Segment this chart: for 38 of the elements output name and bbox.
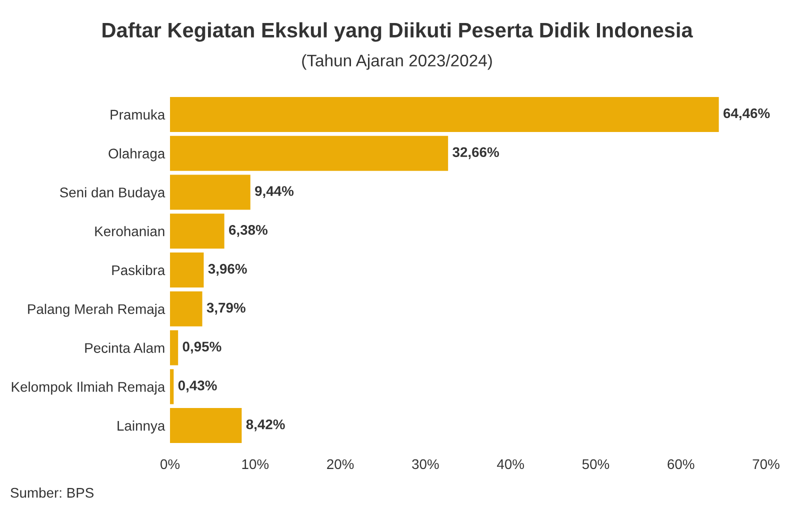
y-tick-label: Lainnya (118, 420, 166, 434)
x-tick-label: 60% (668, 459, 694, 470)
data-label: 3,96% (208, 264, 247, 276)
data-label: 9,44% (255, 186, 294, 198)
bar (170, 252, 204, 288)
bar (170, 330, 178, 366)
data-label: 3,79% (206, 302, 246, 315)
data-label: 8,42% (246, 419, 285, 432)
x-tick-label: 50% (582, 459, 610, 470)
x-tick-label: 30% (412, 459, 439, 470)
x-tick-label: 0% (160, 459, 180, 470)
x-tick-label: 20% (327, 459, 354, 470)
chart-title: Daftar Kegiatan Ekskul yang Diikuti Peserta Didik Indonesia (102, 22, 693, 42)
x-tick-label: 10% (242, 459, 269, 470)
data-label: 32,66% (452, 147, 499, 160)
y-tick-label: Paskibra (112, 264, 166, 276)
y-tick-label: Pramuka (110, 109, 166, 120)
text: Sumber: BPS (10, 488, 94, 498)
y-tick-label: Pecinta Alam (85, 342, 164, 353)
y-tick-label: Palang Merah Remaja (28, 304, 166, 317)
y-tick-label: Kerohanian (95, 226, 164, 236)
y-tick-label: Kelompok Ilmiah Remaja (12, 382, 166, 395)
y-tick-label: Seni dan Budaya (60, 187, 166, 200)
bar (170, 96, 719, 132)
x-tick-label: 70% (752, 459, 780, 470)
bar (170, 136, 448, 171)
chart-subtitle: (Tahun Ajaran 2023/2024) (302, 54, 492, 70)
bar (170, 369, 174, 404)
data-label: 0,43% (178, 380, 217, 392)
data-label: 6,38% (228, 225, 268, 237)
bar (170, 214, 224, 249)
bar (170, 291, 202, 326)
y-tick-label: Olahraga (108, 148, 166, 162)
data-label: 64,46% (724, 108, 770, 120)
x-tick-label: 40% (496, 459, 524, 470)
bar (170, 408, 242, 444)
data-label: 0,95% (182, 342, 222, 354)
bar (170, 174, 250, 210)
